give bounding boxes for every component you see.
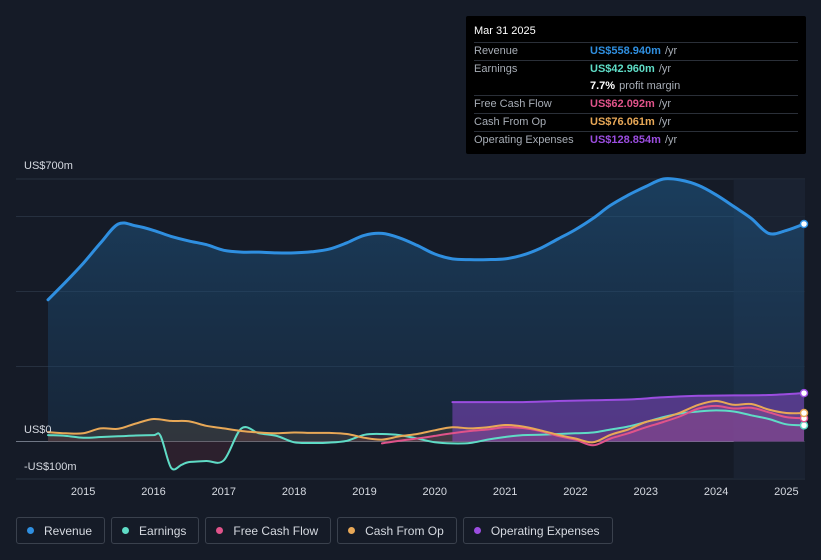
revenue-endpoint	[799, 219, 809, 229]
tooltip-label: Free Cash Flow	[474, 98, 552, 110]
legend-label: Free Cash Flow	[233, 523, 319, 538]
x-tick-label: 2025	[774, 486, 798, 498]
x-tick-label: 2019	[352, 486, 376, 498]
tooltip-value: US$76.061m	[590, 116, 655, 128]
x-tick-label: 2015	[71, 486, 95, 498]
tooltip-label: Operating Expenses	[474, 134, 574, 146]
legend-dot-icon	[122, 527, 130, 534]
operating-expenses-endpoint	[799, 388, 809, 398]
x-tick-label: 2023	[634, 486, 658, 498]
tooltip-value: US$42.960m	[590, 63, 655, 75]
tooltip-date: Mar 31 2025	[474, 25, 536, 37]
legend-label: Revenue	[44, 523, 93, 538]
tooltip-label: Cash From Op	[474, 116, 547, 128]
y-tick-label: US$0	[24, 424, 52, 436]
y-tick-label: US$700m	[24, 160, 73, 172]
tooltip-label: Earnings	[474, 63, 518, 75]
x-tick-label: 2024	[704, 486, 728, 498]
legend-label: Cash From Op	[365, 523, 444, 538]
cash-from-op-area	[48, 401, 804, 443]
revenue-area	[48, 178, 804, 442]
legend-item-earnings[interactable]: Earnings	[111, 517, 200, 544]
legend-label: Earnings	[139, 523, 187, 538]
legend-item-revenue[interactable]: Revenue	[16, 517, 106, 544]
tooltip-unit: /yr	[664, 134, 678, 146]
x-tick-label: 2020	[423, 486, 447, 498]
tooltip-label: Revenue	[474, 45, 519, 57]
legend-dot-icon	[27, 527, 34, 534]
x-tick-label: 2022	[563, 486, 587, 498]
cash-from-op-line	[47, 400, 805, 444]
tooltip-unit: /yr	[664, 45, 678, 57]
operating-expenses-line	[451, 392, 805, 404]
tooltip-value: US$128.854m	[590, 134, 661, 146]
tooltip-label	[474, 78, 590, 95]
legend-dot-icon	[216, 527, 224, 534]
tooltip-value: 7.7%	[590, 80, 616, 92]
legend-label: Operating Expenses	[490, 523, 600, 538]
x-tick-label: 2016	[141, 486, 165, 498]
tooltip-row: Earnings US$42.960m/yr	[474, 60, 798, 78]
tooltip-value: US$62.092m	[590, 98, 655, 110]
chart-area: US$700m US$0 -US$100m 2015 2016 2017 2018 2019 2…	[16, 160, 809, 498]
earnings-endpoint	[799, 421, 809, 430]
tooltip-row: Operating Expenses US$128.854m/yr	[474, 131, 798, 149]
cash-from-op-endpoint	[799, 408, 809, 418]
legend: Revenue Earnings Free Cash Flow Cash From O…	[16, 517, 613, 544]
legend-item-free-cash-flow[interactable]: Free Cash Flow	[205, 517, 332, 544]
x-tick-label: 2017	[212, 486, 236, 498]
legend-dot-icon	[473, 527, 481, 534]
x-tick-label: 2018	[282, 486, 306, 498]
earnings-area	[48, 410, 804, 470]
tooltip-unit: /yr	[658, 63, 672, 75]
tooltip-unit: profit margin	[619, 80, 681, 92]
y-tick-label: -US$100m	[24, 461, 77, 473]
revenue-line	[46, 177, 806, 302]
legend-dot-icon	[348, 527, 356, 534]
x-tick-label: 2021	[493, 486, 517, 498]
tooltip-unit: /yr	[658, 116, 672, 128]
tooltip-row: Revenue US$558.940m/yr	[474, 42, 798, 60]
tooltip-row: Free Cash Flow US$62.092m/yr	[474, 95, 798, 113]
legend-item-operating-expenses[interactable]: Operating Expenses	[462, 517, 613, 544]
tooltip-row: 7.7% profit margin	[474, 78, 798, 95]
tooltip: Mar 31 2025 Revenue US$558.940m/yr Earning…	[466, 16, 806, 154]
tooltip-unit: /yr	[658, 98, 672, 110]
legend-item-cash-from-op[interactable]: Cash From Op	[337, 517, 457, 544]
tooltip-value: US$558.940m	[590, 45, 661, 57]
free-cash-flow-line	[381, 404, 805, 447]
free-cash-flow-area	[382, 405, 804, 446]
tooltip-row: Cash From Op US$76.061m/yr	[474, 113, 798, 131]
